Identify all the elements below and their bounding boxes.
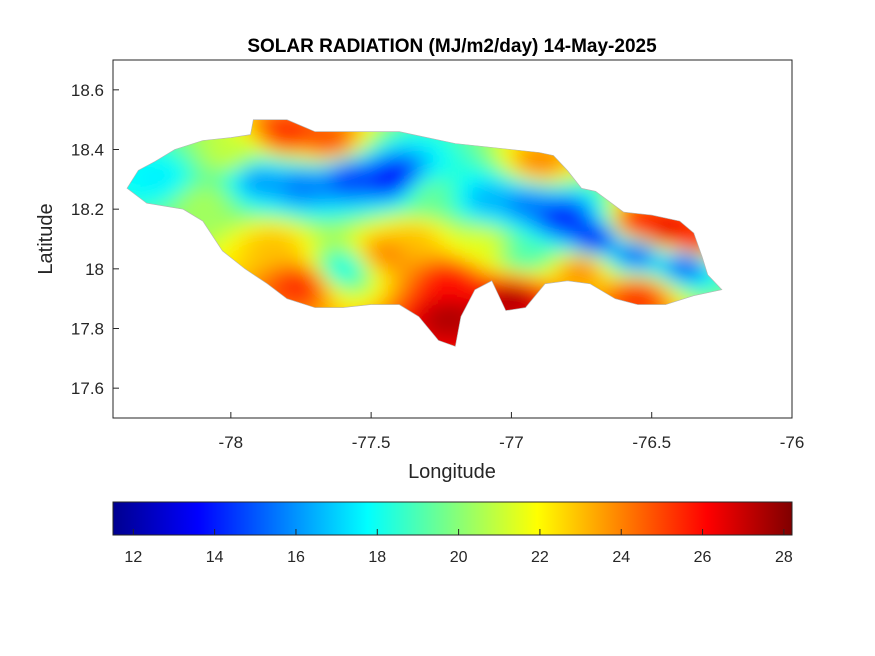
x-tick-label: -76 <box>780 433 805 452</box>
x-tick-label: -77.5 <box>352 433 391 452</box>
colorbar-tick-label: 14 <box>206 549 224 566</box>
y-axis: 17.6 17.8 18 18.2 18.4 18.6 <box>71 81 119 398</box>
colorbar-tick-label: 20 <box>450 549 468 566</box>
y-tick-label: 17.6 <box>71 379 104 398</box>
colorbar-ticks: 12 14 16 18 20 22 24 26 28 <box>124 529 793 566</box>
x-tick-label: -76.5 <box>632 433 671 452</box>
colorbar-tick-label: 22 <box>531 549 549 566</box>
x-tick-label: -77 <box>499 433 524 452</box>
x-axis: -78 -77.5 -77 -76.5 -76 <box>219 412 805 452</box>
colorbar: 12 14 16 18 20 22 24 26 28 <box>112 501 793 566</box>
colorbar-tick-label: 24 <box>612 549 630 566</box>
colorbar-gradient <box>112 501 793 536</box>
x-tick-label: -78 <box>219 433 244 452</box>
y-tick-label: 17.8 <box>71 320 104 339</box>
y-tick-label: 18.4 <box>71 141 104 160</box>
colorbar-tick-label: 26 <box>694 549 712 566</box>
x-axis-label: Longitude <box>408 461 496 483</box>
colorbar-tick-label: 16 <box>287 549 305 566</box>
map-plot-area <box>112 59 793 419</box>
chart-title: SOLAR RADIATION (MJ/m2/day) 14-May-2025 <box>247 36 657 57</box>
y-tick-label: 18.6 <box>71 81 104 100</box>
colorbar-tick-label: 18 <box>368 549 386 566</box>
y-tick-label: 18.2 <box>71 200 104 219</box>
colorbar-tick-label: 28 <box>775 549 793 566</box>
y-tick-label: 18 <box>85 260 104 279</box>
island-outline <box>126 119 723 347</box>
y-axis-label: Latitude <box>35 203 57 274</box>
colorbar-tick-label: 12 <box>124 549 142 566</box>
